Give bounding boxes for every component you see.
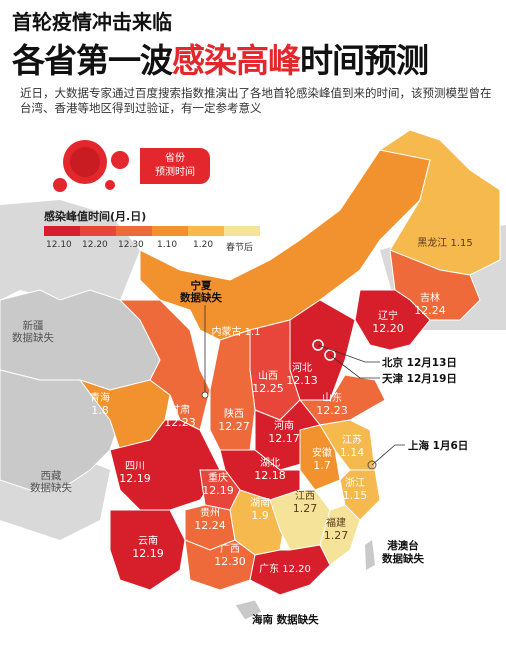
label-chongqing: 重庆 12.19 [202,473,234,497]
label-jiangsu: 江苏 1.14 [339,435,365,459]
legend-label-4: 1.20 [193,240,214,250]
beijing-leader [317,344,380,363]
label-sichuan: 四川 12.19 [119,461,151,485]
shanghai-dot [367,460,377,470]
kicker-title: 首轮疫情冲击来临 [12,10,172,34]
callout-shanghai: 上海 1月6日 [408,440,469,452]
label-yunnan: 云南 12.19 [132,536,164,560]
label-guizhou: 贵州 12.24 [194,508,226,532]
province-taiwan [365,540,375,570]
label-guangdong: 广东 12.20 [259,564,311,575]
legend-title: 感染峰值时间(月.日) [44,210,147,223]
legend-label-5: 春节后 [226,243,254,253]
label-shaanxi: 陕西 12.27 [218,409,250,433]
beijing-dot [312,339,324,351]
title-pre: 各省第一波 [12,41,173,80]
legend-swatches [44,226,260,236]
callout-xinjiang: 新疆 数据缺失 [12,320,54,344]
label-shanxi: 山西 12.25 [252,371,284,395]
label-hebei: 河北 12.13 [286,363,318,387]
label-henan: 河南 12.17 [268,421,300,445]
virus-illustration [53,140,129,192]
callout-hainan: 海南 数据缺失 [252,614,319,626]
legend-label-2: 12.30 [118,240,144,250]
province-yunnan [109,509,186,591]
tianjin-leader [329,354,380,379]
label-neimenggu: 内蒙古 1.1 [211,327,261,338]
label-fujian: 福建 1.27 [323,518,349,542]
china-map [0,129,506,647]
label-jiangxi: 江西 1.27 [292,491,318,515]
title-post: 时间预测 [300,41,429,80]
callout-beijing: 北京 12月13日 [382,357,457,369]
province-sichuan [109,419,221,511]
badge-line1: 省份 [165,153,185,164]
page-title: 各省第一波感染高峰时间预测 [12,34,429,82]
sea [340,330,506,647]
ningxia-dot [201,391,209,399]
province-neimenggu [139,139,431,341]
legend-label-1: 12.20 [82,240,108,250]
legend-label-3: 1.10 [157,240,178,250]
label-shandong: 山东 12.23 [316,393,348,417]
label-qinghai: 青海 1.8 [90,393,110,417]
callout-tianjin: 天津 12月19日 [382,373,457,385]
province-hainan [234,599,263,621]
callout-gangaotai: 港澳台 数据缺失 [382,540,424,565]
label-hubei: 湖北 12.18 [254,458,286,482]
legend-badge: 省份 预测时间 [140,148,210,184]
intro-text: 近日，大数据专家通过百度搜索指数推演出了各地首轮感染峰值到来的时间，该预测模型曾… [20,86,492,115]
callout-ningxia: 宁夏 数据缺失 [180,280,222,304]
label-hunan: 湖南 1.9 [250,498,270,522]
label-jilin: 吉林 12.24 [414,293,446,317]
label-gansu: 甘肃 12.23 [164,405,196,429]
legend-label-0: 12.10 [46,240,72,250]
province-liaoning [354,289,431,351]
label-heilongjiang: 黑龙江 1.15 [417,238,473,249]
label-anhui: 安徽 1.7 [312,448,332,472]
shanghai-leader [371,444,405,466]
tianjin-dot [324,349,336,361]
label-liaoning: 辽宁 12.20 [372,311,404,335]
label-guangxi: 广西 12.30 [214,544,246,568]
province-guangdong [249,544,331,596]
title-red: 感染高峰 [172,41,301,80]
callout-xizang: 西藏 数据缺失 [30,470,72,494]
label-zhejiang: 浙江 1.15 [342,478,368,502]
badge-line2: 预测时间 [155,167,195,178]
